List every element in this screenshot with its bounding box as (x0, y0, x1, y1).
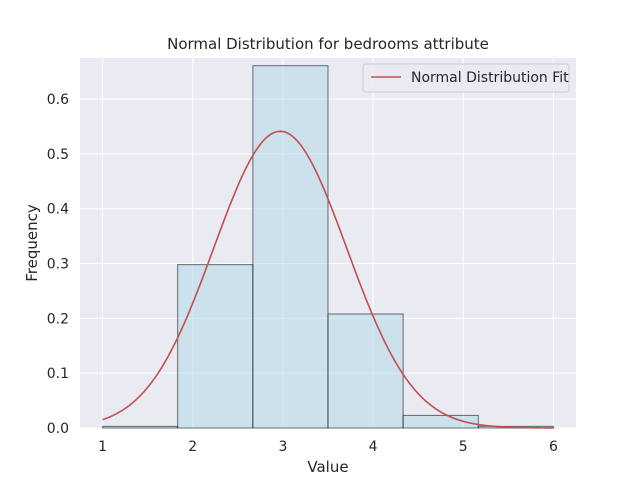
x-tick-label: 1 (98, 439, 107, 455)
y-axis-label: Frequency (23, 204, 41, 282)
histogram-bar (252, 65, 329, 429)
histogram-bar (177, 264, 254, 429)
x-tick-label: 4 (369, 439, 378, 455)
x-tick-label: 2 (188, 439, 197, 455)
chart-title: Normal Distribution for bedrooms attribu… (167, 35, 489, 53)
y-tick-label: 0.4 (47, 202, 69, 218)
histogram-bars (102, 65, 554, 429)
y-tick-label: 0.3 (47, 257, 69, 273)
fit-curve-group (102, 130, 554, 429)
y-tick-labels: 0.0 0.1 0.2 0.3 0.4 0.5 0.6 (47, 92, 69, 437)
x-tick-label: 5 (459, 439, 468, 455)
legend-label: Normal Distribution Fit (411, 70, 569, 86)
histogram-bar (102, 425, 179, 429)
normal-fit-line (102, 130, 554, 429)
legend-box (362, 63, 570, 93)
x-tick-label: 3 (278, 439, 287, 455)
y-tick-label: 0.1 (47, 366, 69, 382)
x-axis-label: Value (307, 458, 348, 476)
y-tick-label: 0.5 (47, 147, 69, 163)
y-tick-label: 0.6 (47, 92, 69, 108)
y-tick-label: 0.0 (47, 421, 69, 437)
x-tick-label: 6 (549, 439, 558, 455)
histogram-bar (402, 414, 479, 429)
y-tick-label: 0.2 (47, 311, 69, 327)
histogram-bar (327, 313, 404, 429)
legend: Normal Distribution Fit (362, 63, 570, 93)
x-tick-labels: 1 2 3 4 5 6 (98, 439, 558, 455)
